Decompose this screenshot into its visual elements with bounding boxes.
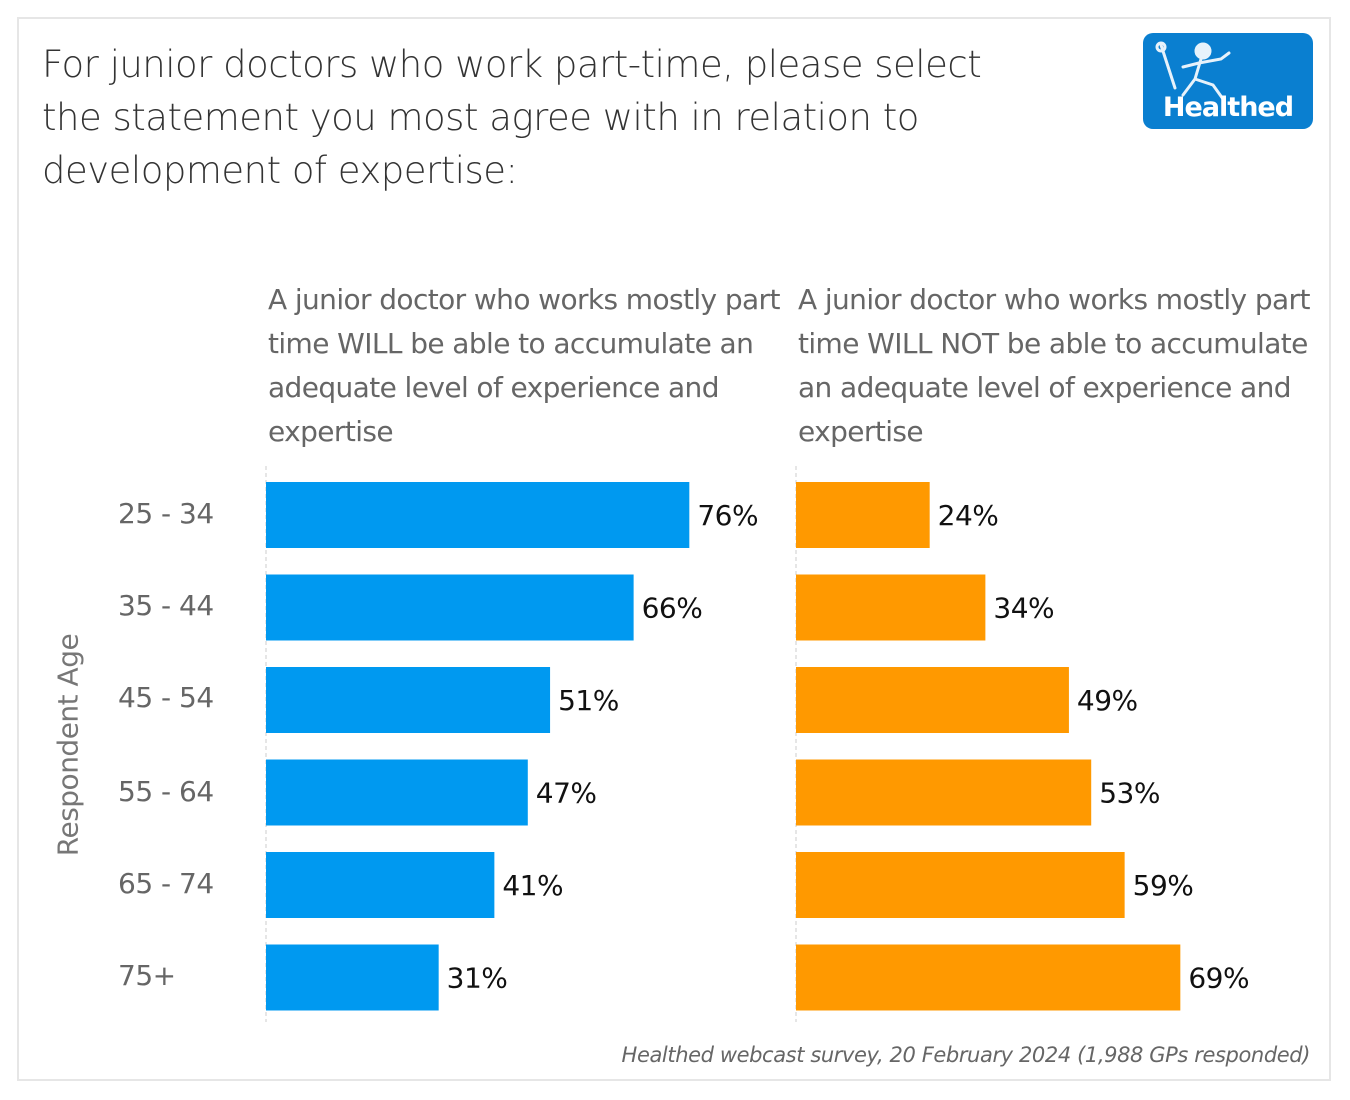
bar-will-not xyxy=(796,667,1069,733)
bar-will-not xyxy=(796,759,1092,826)
data-label: 49% xyxy=(1077,684,1138,717)
data-label: 53% xyxy=(1099,777,1160,810)
source-footnote: Healthed webcast survey, 20 February 202… xyxy=(621,1043,1311,1067)
bar-will xyxy=(266,852,495,918)
category-label: 35 - 44 xyxy=(118,589,214,622)
data-label: 34% xyxy=(993,592,1054,625)
bar-will-not xyxy=(796,852,1125,918)
chart-title: For junior doctors who work part-time, p… xyxy=(42,43,982,192)
bar-will xyxy=(266,667,551,733)
bar-will-not xyxy=(796,944,1181,1011)
bar-will xyxy=(266,574,634,641)
category-label: 75+ xyxy=(118,959,176,992)
data-label: 47% xyxy=(536,777,597,810)
data-label: 51% xyxy=(558,684,619,717)
category-label: 65 - 74 xyxy=(118,867,214,900)
data-label: 31% xyxy=(447,962,508,995)
series-header-will: A junior doctor who works mostly part ti… xyxy=(268,283,780,448)
hermes-runner-icon xyxy=(1155,41,1231,101)
bar-will-not xyxy=(796,482,930,548)
category-label: 55 - 64 xyxy=(118,775,214,808)
category-label: 45 - 54 xyxy=(118,681,214,714)
series-header-will-not: A junior doctor who works mostly part ti… xyxy=(798,283,1310,448)
data-label: 41% xyxy=(502,869,563,902)
data-label: 69% xyxy=(1188,962,1249,995)
data-label: 76% xyxy=(697,499,758,532)
category-label: 25 - 34 xyxy=(118,497,214,530)
data-label: 59% xyxy=(1133,869,1194,902)
bar-will xyxy=(266,759,528,826)
data-label: 66% xyxy=(642,592,703,625)
healthed-logo: Healthed xyxy=(1143,33,1313,129)
bar-will xyxy=(266,944,439,1011)
bar-will-not xyxy=(796,574,986,641)
logo-text: Healthed xyxy=(1162,92,1294,123)
data-label: 24% xyxy=(938,499,999,532)
bar-will xyxy=(266,482,690,548)
